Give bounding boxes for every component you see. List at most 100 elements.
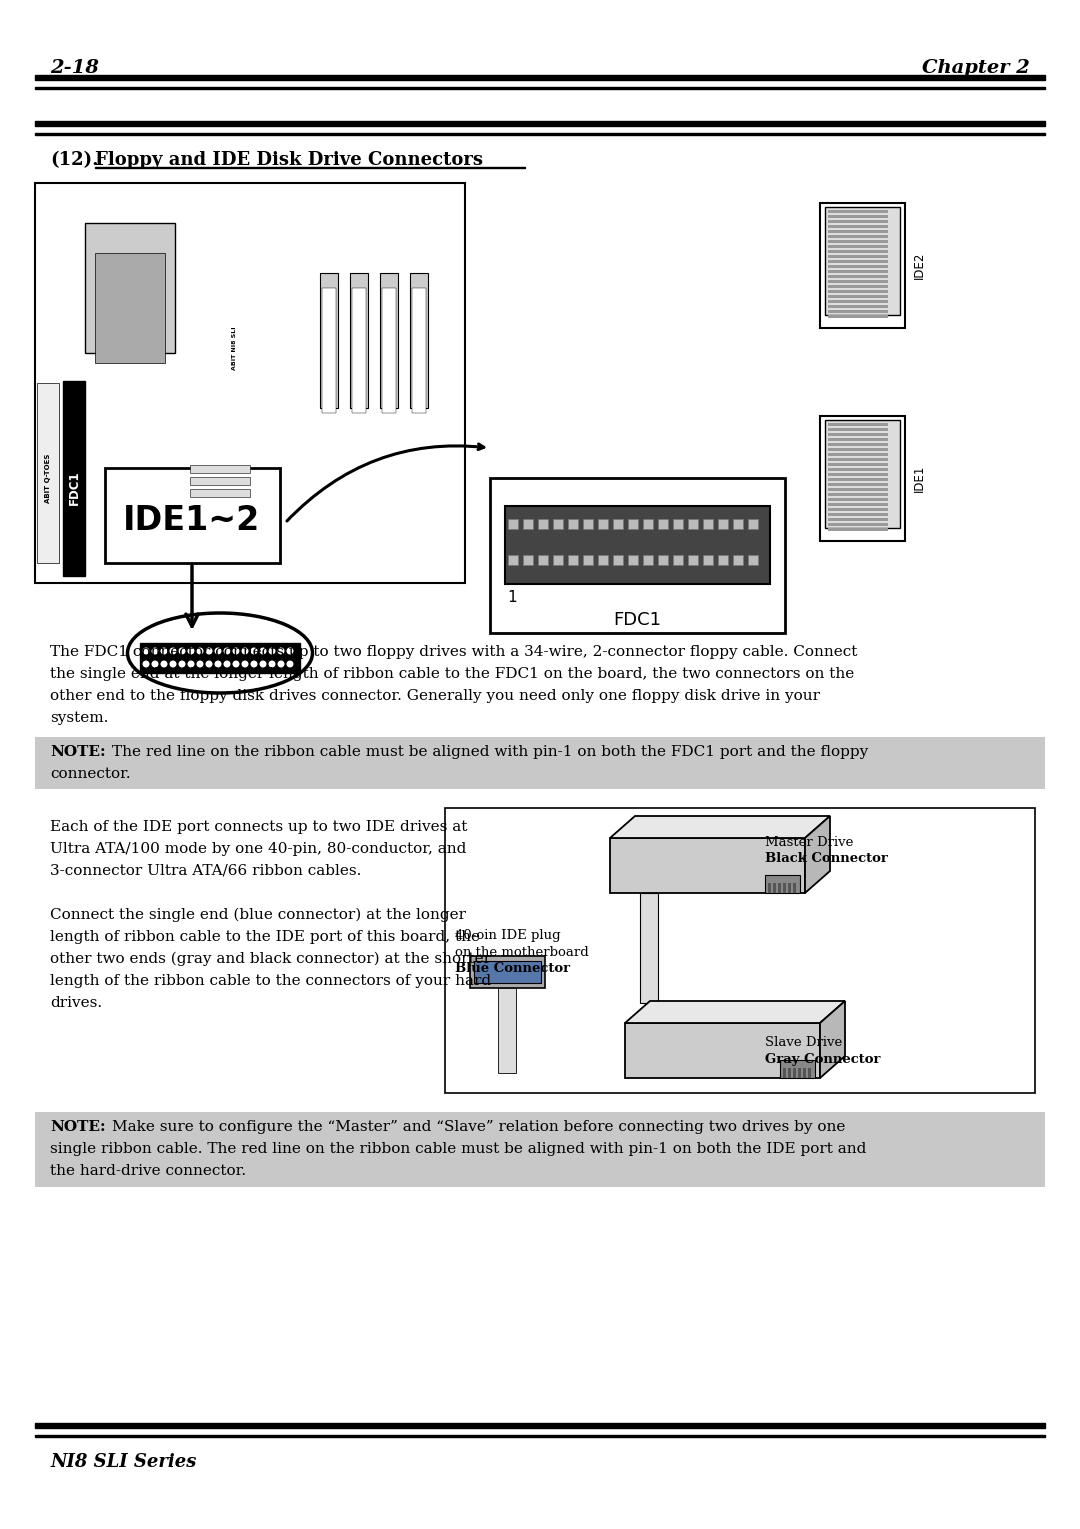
- Bar: [828, 280, 888, 283]
- Bar: [828, 245, 888, 248]
- Bar: [828, 508, 888, 511]
- Bar: [508, 518, 518, 529]
- Bar: [773, 884, 777, 893]
- Bar: [783, 1067, 786, 1078]
- Bar: [748, 518, 758, 529]
- Bar: [643, 555, 653, 566]
- Circle shape: [225, 648, 230, 654]
- Bar: [673, 518, 683, 529]
- Circle shape: [225, 661, 230, 667]
- Circle shape: [198, 648, 203, 654]
- Bar: [828, 300, 888, 303]
- Bar: [63, 381, 85, 576]
- Circle shape: [144, 648, 149, 654]
- Bar: [783, 884, 786, 893]
- Text: Slave Drive: Slave Drive: [765, 1037, 842, 1049]
- Circle shape: [242, 661, 247, 667]
- Text: other end to the floppy disk drives connector. Generally you need only one flopp: other end to the floppy disk drives conn…: [50, 690, 820, 703]
- Bar: [825, 206, 900, 315]
- Circle shape: [279, 661, 284, 667]
- Circle shape: [287, 661, 293, 667]
- Text: Gray Connector: Gray Connector: [765, 1052, 880, 1066]
- Bar: [828, 304, 888, 307]
- Circle shape: [206, 648, 212, 654]
- Text: NOTE:: NOTE:: [50, 745, 106, 758]
- Bar: [828, 234, 888, 237]
- Bar: [718, 518, 728, 529]
- Text: the hard-drive connector.: the hard-drive connector.: [50, 1164, 246, 1177]
- Bar: [553, 555, 563, 566]
- Bar: [35, 75, 1045, 80]
- Text: ABIT NI8 SLI: ABIT NI8 SLI: [232, 326, 238, 370]
- Bar: [35, 133, 1045, 135]
- Text: 2-18: 2-18: [50, 60, 99, 76]
- Text: NI8 SLI Series: NI8 SLI Series: [50, 1453, 197, 1471]
- Circle shape: [144, 661, 149, 667]
- Bar: [625, 1023, 820, 1078]
- Bar: [828, 315, 888, 318]
- Bar: [643, 518, 653, 529]
- Bar: [523, 555, 534, 566]
- Bar: [828, 528, 888, 531]
- Bar: [505, 506, 770, 584]
- Bar: [538, 518, 548, 529]
- Bar: [825, 420, 900, 528]
- Bar: [788, 1067, 791, 1078]
- Text: The FDC1 connector connects up to two floppy drives with a 34-wire, 2-connector : The FDC1 connector connects up to two fl…: [50, 645, 858, 659]
- Circle shape: [260, 648, 266, 654]
- Bar: [538, 555, 548, 566]
- Bar: [828, 254, 888, 257]
- Bar: [598, 518, 608, 529]
- Bar: [768, 884, 771, 893]
- Bar: [828, 512, 888, 515]
- Bar: [658, 518, 669, 529]
- Circle shape: [242, 648, 247, 654]
- Bar: [828, 428, 888, 431]
- Bar: [804, 1067, 806, 1078]
- Circle shape: [260, 661, 266, 667]
- Bar: [780, 1060, 815, 1078]
- Text: (12).: (12).: [50, 151, 98, 170]
- Circle shape: [252, 648, 257, 654]
- Text: Floppy and IDE Disk Drive Connectors: Floppy and IDE Disk Drive Connectors: [95, 151, 483, 170]
- Polygon shape: [820, 1001, 845, 1078]
- Bar: [35, 737, 1045, 789]
- Bar: [793, 884, 796, 893]
- Bar: [688, 555, 698, 566]
- Bar: [793, 1067, 796, 1078]
- Circle shape: [233, 661, 239, 667]
- Bar: [828, 472, 888, 476]
- Bar: [778, 884, 781, 893]
- Circle shape: [152, 648, 158, 654]
- Bar: [703, 518, 713, 529]
- Text: 40-oin IDE plug: 40-oin IDE plug: [455, 930, 561, 942]
- Bar: [828, 269, 888, 272]
- Bar: [828, 492, 888, 495]
- Polygon shape: [625, 1001, 845, 1023]
- Bar: [808, 1067, 811, 1078]
- Bar: [85, 223, 175, 353]
- Bar: [718, 555, 728, 566]
- Bar: [798, 1067, 801, 1078]
- Bar: [828, 229, 888, 232]
- Bar: [35, 183, 465, 583]
- Text: length of the ribbon cable to the connectors of your hard: length of the ribbon cable to the connec…: [50, 974, 491, 988]
- Bar: [35, 87, 1045, 89]
- Text: IDE2: IDE2: [913, 251, 926, 278]
- Circle shape: [198, 661, 203, 667]
- Bar: [568, 555, 578, 566]
- Bar: [613, 518, 623, 529]
- Bar: [828, 220, 888, 223]
- Bar: [640, 893, 658, 1003]
- Bar: [828, 437, 888, 440]
- Bar: [598, 555, 608, 566]
- Text: The red line on the ribbon cable must be aligned with pin-1 on both the FDC1 por: The red line on the ribbon cable must be…: [112, 745, 868, 758]
- Bar: [828, 448, 888, 451]
- Text: Make sure to configure the “Master” and “Slave” relation before connecting two d: Make sure to configure the “Master” and …: [112, 1121, 846, 1135]
- Text: FDC1: FDC1: [613, 612, 661, 628]
- Bar: [828, 422, 888, 425]
- Text: IDE1: IDE1: [913, 465, 926, 492]
- Bar: [411, 287, 426, 413]
- Bar: [748, 555, 758, 566]
- Bar: [828, 497, 888, 500]
